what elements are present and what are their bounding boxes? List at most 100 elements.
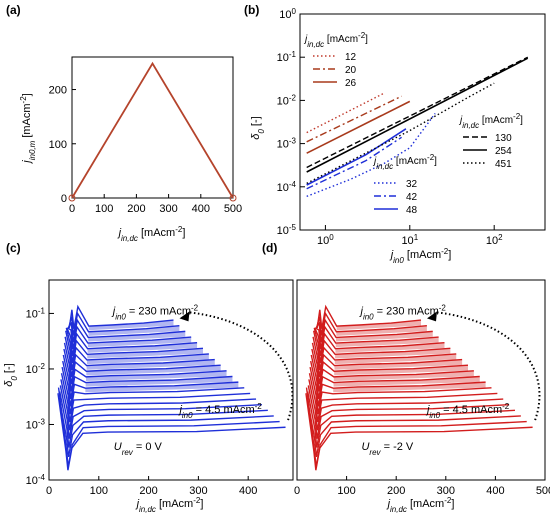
panel-c-curve: [59, 391, 268, 448]
panel-b-ytick-label: 10-3: [277, 136, 297, 151]
panel-a-ylabel: jin0,m [mAcm-2]: [19, 93, 37, 164]
panel-d-curve: [312, 330, 457, 371]
panel-b-xtick-label: 100: [317, 233, 334, 248]
panel-b-ytick-label: 10-2: [277, 93, 297, 108]
panel-d-curve: [315, 318, 433, 343]
panel-c-xtick-label: 400: [239, 485, 257, 497]
panel-c-curve: [65, 330, 209, 371]
panel-b-legend-black-entry: 451: [495, 159, 512, 170]
panel-d-curve: [316, 304, 422, 329]
panel-c-annotation-bottom: jin0 = 4.5 mAcm-2: [177, 402, 262, 420]
panel-a-xtick-label: 400: [192, 203, 210, 215]
panel-c-arrow-head: [179, 311, 190, 322]
panel-d-curve: [315, 325, 439, 350]
panel-c-xlabel: jin,dc [mAcm-2]: [135, 496, 204, 514]
panel-c-curve: [62, 354, 233, 400]
panel-c-curve: [66, 327, 198, 357]
panel-d-curve: [305, 387, 527, 467]
panel-d-curve: [307, 391, 516, 448]
panel-a-marker: [229, 194, 237, 202]
panel-d-curve: [313, 327, 451, 364]
panel-c-curve: [57, 387, 280, 467]
panel-d-xtick-label: 300: [437, 485, 455, 497]
panel-d-annotation-top: jin0 = 230 mAcm-2: [358, 303, 446, 321]
panel-c-ytick-label: 10-1: [26, 306, 46, 321]
panel-c-curve: [59, 385, 262, 439]
panel-c-curve: [63, 348, 227, 392]
panel-d-xtick-label: 0: [294, 485, 300, 497]
panel-d-curve: [307, 385, 510, 439]
panel-b-series-254: [306, 57, 529, 173]
panel-b-legend-blue-entry: 32: [406, 179, 418, 190]
panel-d-curve: [314, 327, 445, 357]
panel-c-ytick-label: 10-3: [26, 417, 46, 432]
panel-b-xtick-label: 102: [486, 233, 503, 248]
panel-d-label: (d): [262, 241, 277, 255]
panel-a-xtick-label: 300: [159, 203, 177, 215]
panel-b-legend-black-entry: 254: [495, 146, 512, 157]
panel-a-xtick-label: 0: [69, 203, 75, 215]
panel-d-curve: [311, 348, 474, 392]
panel-b-legend-black-entry: 130: [495, 133, 512, 144]
panel-c-curve: [64, 336, 215, 378]
panel-a-series-line: [71, 61, 234, 199]
panel-c-ytick-label: 10-4: [26, 473, 46, 488]
panel-b-series-42: [306, 136, 403, 190]
panel-d-curve: [310, 360, 486, 407]
panel-b-legend-title-red: jin,dc [mAcm-2]: [303, 31, 368, 49]
panel-d-arrow-head: [427, 311, 437, 322]
panel-c-frame: [48, 279, 294, 481]
panel-d-curve: [309, 367, 492, 415]
panel-c-xtick-label: 0: [46, 485, 52, 497]
panel-b-ytick-label: 10-4: [277, 179, 297, 194]
panel-b-legend-red-entry: 12: [345, 52, 357, 63]
panel-d-xtick-label: 500: [536, 485, 550, 497]
panel-b-ylabel: δ0 [-]: [250, 116, 266, 139]
panel-b-xtick-label: 101: [401, 233, 418, 248]
panel-c-curve: [62, 360, 239, 407]
panel-d-curve: [310, 354, 480, 400]
panel-c-curve: [67, 325, 192, 350]
panel-b-xlabel: jin0 [mAcm-2]: [389, 247, 452, 265]
panel-c-condition: Urev = 0 V: [114, 441, 163, 457]
panel-c-curve: [61, 367, 245, 415]
panel-c-curve: [68, 304, 174, 329]
panel-b-legend-title-black: jin,dc [mAcm-2]: [458, 112, 523, 130]
panel-b-frame: [299, 13, 546, 231]
panel-b-legend-red-entry: 20: [345, 65, 357, 76]
panel-c-curve: [63, 342, 221, 385]
panel-c-xtick-label: 200: [139, 485, 157, 497]
panel-a-marker: [68, 194, 76, 202]
panel-a-xlabel: jin,dc [mAcm-2]: [117, 225, 186, 243]
panel-b-legend-red-entry: 26: [345, 78, 357, 89]
panel-a-ytick-label: 100: [49, 139, 67, 151]
panel-c-xtick-label: 100: [90, 485, 108, 497]
panel-c-label: (c): [6, 241, 21, 255]
panel-a-xtick-label: 100: [95, 203, 113, 215]
panel-b-series-130: [306, 56, 529, 169]
panel-a-ytick-label: 0: [61, 193, 67, 205]
panel-b-ytick-label: 100: [279, 7, 296, 22]
panel-a-ytick-label: 200: [49, 85, 67, 97]
panel-c-ylabel: δ0 [-]: [3, 363, 19, 386]
panel-c-curve: [60, 373, 251, 423]
panel-d-curve: [311, 342, 469, 385]
panel-d-xtick-label: 400: [486, 485, 504, 497]
panel-d-curve: [312, 336, 463, 378]
panel-c-curve: [65, 327, 204, 364]
panel-d-curve: [308, 379, 504, 431]
panel-b-legend-blue-entry: 48: [406, 205, 418, 216]
panel-b-series-20: [306, 95, 402, 143]
panel-d-curve: [308, 373, 498, 423]
panel-c-curve: [60, 379, 257, 431]
panel-a-xtick-label: 200: [127, 203, 145, 215]
panel-c-curve: [67, 318, 186, 343]
panel-b-legend-title-blue: jin,dc [mAcm-2]: [372, 153, 437, 171]
panel-d-frame: [296, 279, 546, 481]
panel-b-series-48: [306, 128, 407, 186]
panel-b-series-12: [306, 92, 385, 134]
panel-a-label: (a): [6, 3, 21, 17]
panel-d-condition: Urev = -2 V: [361, 441, 413, 457]
panel-a-xtick-label: 500: [224, 203, 242, 215]
